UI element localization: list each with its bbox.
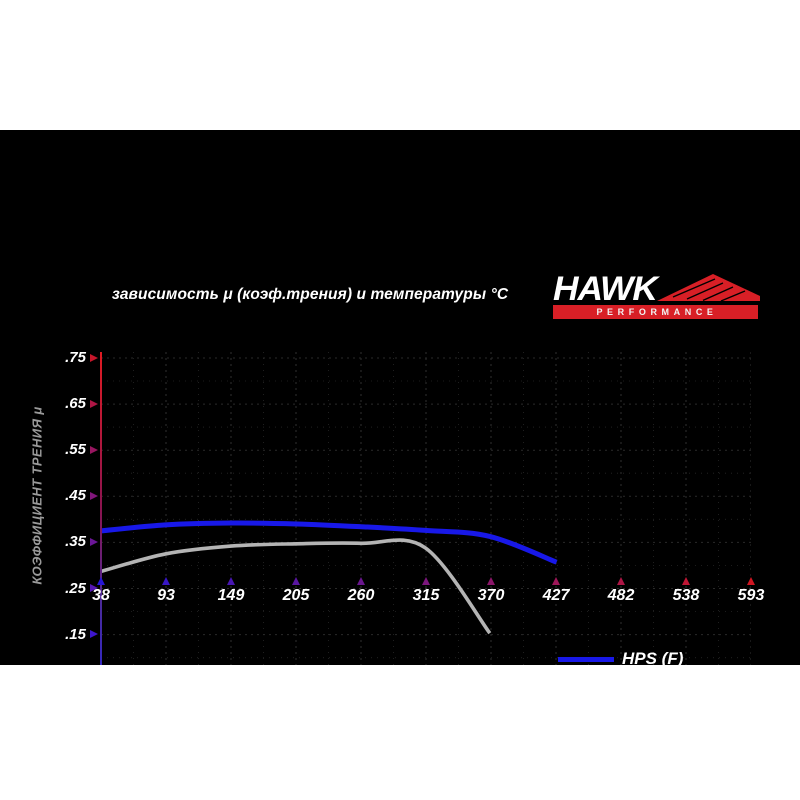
legend-swatch: [558, 657, 614, 662]
y-axis-title: КОЭФФИЦИЕНТ ТРЕНИЯ μ: [29, 406, 45, 585]
y-tick-label: .15: [65, 625, 86, 643]
plot-area: [101, 352, 751, 665]
series-line-oem: [101, 538, 492, 635]
y-tick-label: .25: [65, 579, 86, 597]
x-tick-arrow-icon: [551, 577, 560, 585]
x-tick-arrow-icon: [161, 577, 170, 585]
hawk-performance-logo: HAWK PERFORMANCE: [553, 270, 760, 320]
x-tick-arrow-icon: [486, 577, 495, 585]
y-tick-label: .55: [65, 441, 86, 459]
y-tick-arrow-icon: [90, 491, 98, 500]
y-tick-arrow-icon: [90, 537, 98, 546]
grid-lines: [101, 352, 751, 665]
x-tick-label: 482: [607, 587, 635, 604]
x-tick-arrow-icon: [746, 577, 755, 585]
series-curves: [101, 520, 558, 635]
logo-tagline-bar: [553, 305, 758, 319]
chart-legend: HPS (F)OEM: [558, 648, 758, 665]
y-tick-label: .45: [65, 487, 86, 505]
x-tick-arrow-icon: [681, 577, 690, 585]
x-tick-arrow-icon: [356, 577, 365, 585]
x-tick-label: 593: [737, 587, 765, 604]
y-tick-arrow-icon: [90, 445, 98, 454]
hawk-wing-icon: [657, 274, 760, 301]
x-tick-label: 427: [542, 587, 570, 604]
x-tick-label: 315: [412, 587, 440, 604]
y-tick-arrow-icon: [90, 399, 98, 408]
legend-label: HPS (F): [622, 649, 684, 665]
chart-title: зависимость μ (коэф.трения) и температур…: [111, 286, 509, 303]
x-tick-label: 538: [672, 587, 700, 604]
x-tick-arrow-icon: [421, 577, 430, 585]
series-line-hps-f: [101, 520, 558, 565]
y-axis-line: [100, 352, 102, 665]
x-tick-label: 38: [92, 587, 110, 604]
y-tick-arrow-icon: [90, 630, 98, 639]
x-tick-label: 260: [347, 587, 375, 604]
x-tick-arrow-icon: [226, 577, 235, 585]
y-tick-label: .75: [65, 349, 86, 366]
x-tick-label: 370: [477, 587, 505, 604]
y-tick-label: .35: [65, 533, 86, 551]
x-tick-label: 205: [282, 587, 310, 604]
x-tick-arrow-icon: [616, 577, 625, 585]
logo-wordmark: HAWK: [553, 270, 658, 308]
x-tick-arrow-icon: [96, 577, 105, 585]
x-tick-arrow-icon: [291, 577, 300, 585]
logo-tagline: PERFORMANCE: [596, 307, 718, 317]
chart-panel: .75.65.55.45.35.25.15.05 389314920526031…: [0, 130, 800, 665]
y-tick-label: .65: [65, 395, 86, 413]
x-tick-label: 93: [157, 587, 175, 604]
legend-item: HPS (F): [558, 648, 758, 665]
x-tick-label: 149: [217, 587, 245, 604]
y-tick-arrow-icon: [90, 353, 98, 362]
y-tick-arrow-icon: [90, 584, 98, 592]
